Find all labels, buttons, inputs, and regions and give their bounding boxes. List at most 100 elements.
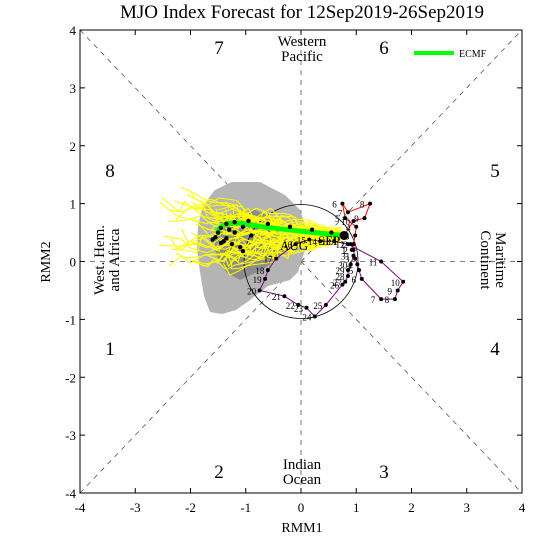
aug-day-dot <box>332 239 337 244</box>
aug-day-dot <box>348 242 353 247</box>
forecast-dot <box>210 237 215 242</box>
forecast-dot <box>329 230 334 235</box>
sep-day-label: 10 <box>341 217 351 227</box>
forecast-dot <box>249 233 254 238</box>
august-track: 1234567891011121314151617181920212223242… <box>247 236 406 322</box>
forecast-dot <box>238 244 243 250</box>
aug-day-dot <box>351 253 356 258</box>
y-tick-label: 3 <box>70 81 77 96</box>
aug-day-label: 24 <box>302 312 312 322</box>
aug-day-label: 14 <box>308 237 318 247</box>
aug-day-dot <box>348 262 353 267</box>
aug-day-label: 10 <box>391 278 401 288</box>
aug-day-dot <box>263 276 268 281</box>
phase-number: 1 <box>105 339 115 360</box>
aug-day-dot <box>323 302 328 307</box>
y-tick-label: 2 <box>70 139 77 154</box>
forecast-dot <box>287 224 293 229</box>
x-tick-label: 2 <box>408 500 415 515</box>
aug-day-dot <box>353 256 358 261</box>
aug-day-label: 20 <box>247 286 257 296</box>
aug-day-label: 15 <box>297 236 307 246</box>
forecast-dot <box>232 219 237 225</box>
aug-day-dot <box>293 242 298 247</box>
aug-day-label: 17 <box>264 255 274 265</box>
legend-label-ecmf: ECMF <box>459 49 487 60</box>
phase-number: 7 <box>214 38 224 59</box>
x-tick-label: -3 <box>130 500 141 515</box>
sep-day-label: 1 <box>342 246 347 256</box>
region-label-top: Western <box>278 34 327 50</box>
x-tick-label: 3 <box>464 500 471 515</box>
sep-day-label: 4 <box>346 223 351 233</box>
forecast-dot <box>224 236 229 241</box>
forecast-dot <box>226 227 232 232</box>
sep-day-label: 5 <box>335 214 340 224</box>
forecast-dot <box>229 241 235 247</box>
forecast-dot <box>224 221 229 227</box>
aug-day-dot <box>345 273 350 278</box>
aug-day-label: 22 <box>286 301 295 311</box>
aug-day-dot <box>340 282 345 287</box>
sep-day-dot <box>351 242 356 247</box>
y-tick-label: -3 <box>65 428 76 443</box>
forecast-dot <box>218 240 224 246</box>
x-tick-label: -2 <box>185 500 196 515</box>
aug-day-label: 1 <box>340 240 345 250</box>
aug-day-label: 3 <box>345 255 350 265</box>
aug-day-dot <box>345 242 350 247</box>
x-tick-label: 0 <box>298 500 305 515</box>
aug-day-label: 30 <box>338 260 348 270</box>
y-tick-label: 1 <box>70 197 77 212</box>
sep-day-dot <box>362 216 367 221</box>
chart-title: MJO Index Forecast for 12Sep2019-26Sep20… <box>120 2 484 23</box>
aug-day-label: 31 <box>341 252 350 262</box>
phase-number: 6 <box>379 38 389 59</box>
x-tick-label: 1 <box>353 500 360 515</box>
aug-day-dot <box>401 279 406 284</box>
month-label-sep: SEP <box>318 233 340 248</box>
sep-day-dot <box>353 233 358 238</box>
aug-day-dot <box>379 259 384 264</box>
region-label-bottom: Ocean <box>283 472 322 488</box>
region-label-left: West. Hem. <box>92 225 108 295</box>
sep-day-dot <box>345 210 350 215</box>
aug-day-label: 27 <box>333 278 343 288</box>
sep-day-dot <box>354 224 359 229</box>
phase-number: 5 <box>490 161 500 182</box>
forecast-dot <box>265 221 271 227</box>
forecast-dot <box>215 230 221 235</box>
y-tick-label: -1 <box>65 312 76 327</box>
region-label-right: Continent <box>477 230 493 290</box>
y-tick-label: 0 <box>70 255 77 270</box>
aug-day-label: 2 <box>343 246 348 256</box>
aug-day-label: 9 <box>387 286 392 296</box>
sep-day-dot <box>343 216 348 221</box>
aug-day-label: 13 <box>322 237 332 247</box>
forecast-dot <box>246 218 251 224</box>
phase-number: 4 <box>490 339 500 360</box>
aug-day-dot <box>395 288 400 293</box>
sep-day-label: 9 <box>354 214 359 224</box>
aug-day-dot <box>359 276 364 281</box>
sep-day-dot <box>351 218 356 223</box>
aug-day-dot <box>355 262 360 267</box>
aug-day-label: 6 <box>352 275 357 285</box>
x-axis-label: RMM1 <box>281 521 322 536</box>
phase-number: 8 <box>105 161 115 182</box>
aug-day-dot <box>296 302 301 307</box>
sep-day-dot <box>340 201 345 206</box>
aug-day-label: 11 <box>369 258 378 268</box>
aug-day-dot <box>274 256 279 261</box>
aug-day-label: 7 <box>371 295 376 305</box>
aug-day-dot <box>312 314 317 319</box>
aug-day-dot <box>304 305 309 310</box>
ensemble-member-line <box>158 231 345 252</box>
aug-day-label: 28 <box>335 272 345 282</box>
aug-day-label: 12 <box>335 240 344 250</box>
x-tick-label: 4 <box>519 500 526 515</box>
month-label-aug: AUG <box>280 238 308 253</box>
region-label-top: Pacific <box>281 49 323 65</box>
region-label-right: Maritime <box>492 232 508 288</box>
